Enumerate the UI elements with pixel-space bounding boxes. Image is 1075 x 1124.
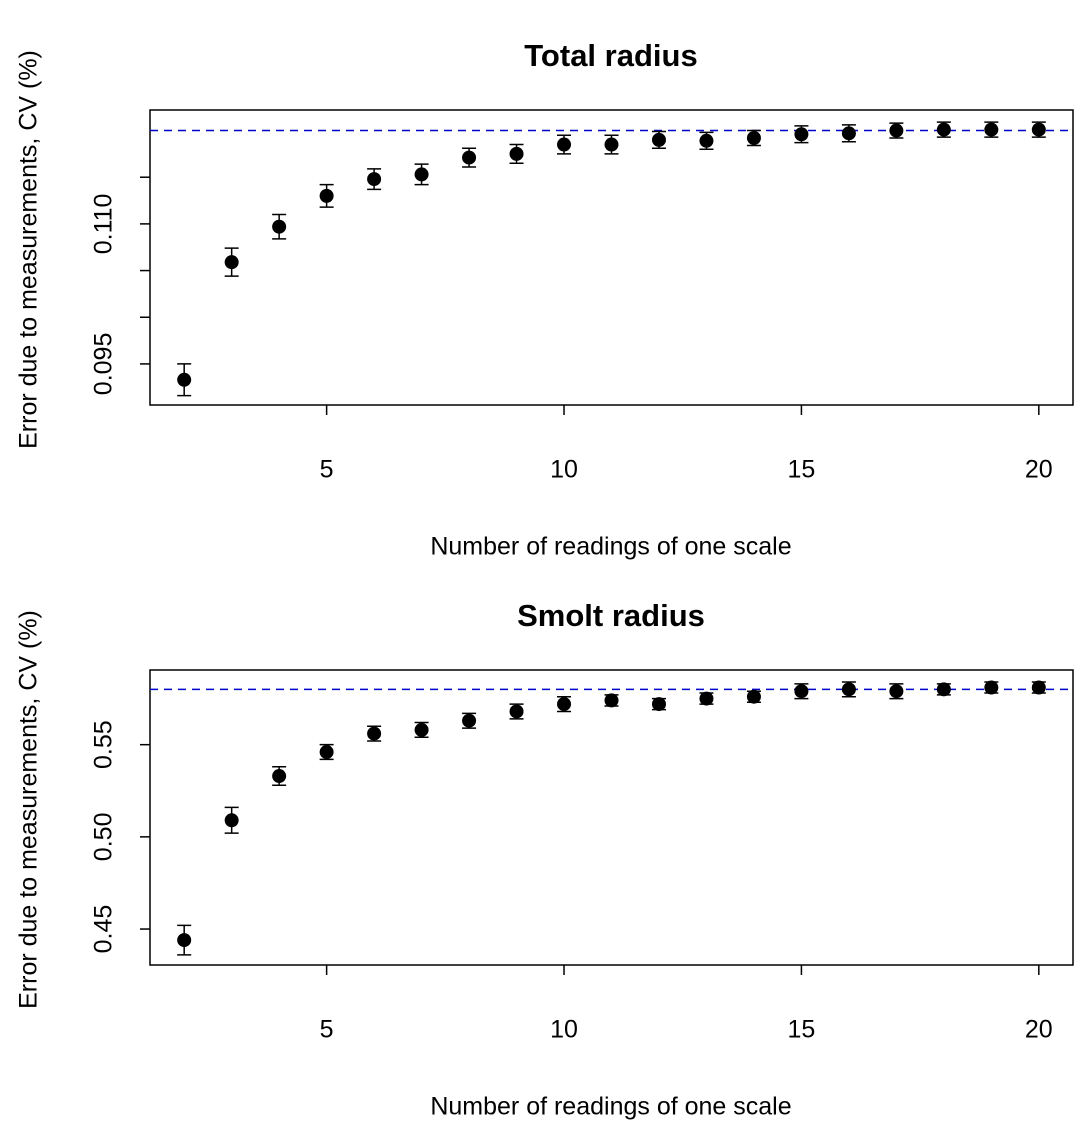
plot-frame [149, 109, 1074, 406]
point [224, 255, 239, 270]
point [319, 745, 334, 760]
point [746, 131, 761, 146]
point [984, 122, 999, 137]
x-tick-label: 15 [788, 456, 816, 484]
point [557, 697, 572, 712]
point [651, 697, 666, 712]
point [1031, 122, 1046, 137]
y-tick-label: 0.50 [90, 813, 118, 862]
point [319, 188, 334, 203]
x-tick-label: 10 [550, 1016, 578, 1044]
y-tick-label: 0.110 [90, 194, 118, 255]
y-tick-label: 0.55 [90, 720, 118, 769]
point [936, 122, 951, 137]
point [936, 682, 951, 697]
point [367, 726, 382, 741]
x-tick-label: 20 [1025, 1016, 1053, 1044]
plot-frame [149, 669, 1074, 966]
x-tick-label: 10 [550, 456, 578, 484]
point [746, 689, 761, 704]
point [177, 933, 192, 948]
chart-title: Smolt radius [517, 598, 705, 633]
y-tick-label: 0.095 [90, 333, 118, 396]
point [794, 684, 809, 699]
y-axis-label: Error due to measurements, CV (%) [15, 50, 43, 449]
x-tick-label: 20 [1025, 456, 1053, 484]
point [414, 167, 429, 182]
point [699, 133, 714, 148]
point [699, 691, 714, 706]
y-tick-label: 0.45 [90, 905, 118, 954]
point [889, 123, 904, 138]
point [177, 372, 192, 387]
point [1031, 680, 1046, 695]
x-tick-label: 5 [320, 1016, 334, 1044]
point [841, 126, 856, 141]
point [794, 127, 809, 142]
chart-title: Total radius [524, 38, 697, 73]
point [462, 150, 477, 165]
point [414, 722, 429, 737]
x-axis-label: Number of readings of one scale [430, 533, 791, 561]
point [272, 219, 287, 234]
point [272, 769, 287, 784]
point [509, 146, 524, 161]
point [509, 704, 524, 719]
point [889, 684, 904, 699]
point [984, 680, 999, 695]
point [841, 682, 856, 697]
point [604, 137, 619, 152]
point [462, 713, 477, 728]
x-tick-label: 15 [788, 1016, 816, 1044]
point [557, 137, 572, 152]
x-tick-label: 5 [320, 456, 334, 484]
point [651, 132, 666, 147]
x-axis-label: Number of readings of one scale [430, 1093, 791, 1121]
point [604, 693, 619, 708]
y-axis-label: Error due to measurements, CV (%) [15, 610, 43, 1009]
point [367, 172, 382, 187]
point [224, 813, 239, 828]
